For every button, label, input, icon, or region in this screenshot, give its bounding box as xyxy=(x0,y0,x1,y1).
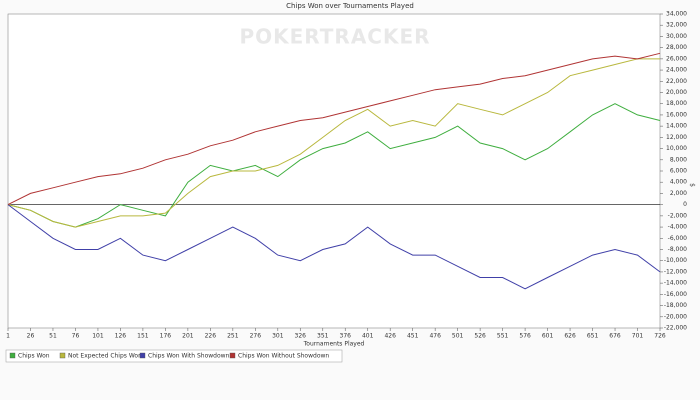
x-tick-label: 151 xyxy=(137,333,149,340)
y-tick-label: 0 xyxy=(683,201,687,208)
y-tick-label: -18,000 xyxy=(664,302,687,309)
y-tick-label: 14,000 xyxy=(666,123,687,130)
x-tick-label: 326 xyxy=(295,333,307,340)
legend-swatch xyxy=(229,352,236,359)
x-tick-label: 226 xyxy=(205,333,217,340)
x-tick-label: 351 xyxy=(317,333,329,340)
y-tick-label: -22,000 xyxy=(664,325,687,332)
x-tick-label: 501 xyxy=(452,333,464,340)
series-line xyxy=(7,58,660,228)
x-axis-label: Tournaments Played xyxy=(303,341,365,348)
x-tick-label: 551 xyxy=(497,333,509,340)
y-tick-label: -10,000 xyxy=(664,257,687,264)
series-line xyxy=(7,103,661,228)
legend-label: Chips Won With Showdown xyxy=(148,353,230,360)
x-tick-label: 251 xyxy=(227,333,239,340)
y-tick-label: -6,000 xyxy=(668,235,688,242)
y-tick-label: 10,000 xyxy=(666,145,687,152)
y-tick-label: 30,000 xyxy=(666,33,687,40)
x-tick-label: 676 xyxy=(609,333,621,340)
x-tick-label: 526 xyxy=(474,333,486,340)
x-tick-label: 51 xyxy=(49,333,57,340)
x-tick-label: 201 xyxy=(182,333,194,340)
watermark: POKERTRACKER xyxy=(239,25,430,49)
chart-title: Chips Won over Tournaments Played xyxy=(286,2,414,10)
y-tick-label: 18,000 xyxy=(666,100,687,107)
y-tick-label: 26,000 xyxy=(666,55,687,62)
y-tick-label: -8,000 xyxy=(668,246,688,253)
series-line xyxy=(7,52,661,206)
y-tick-label: 24,000 xyxy=(666,67,687,74)
x-tick-label: 1 xyxy=(6,333,10,340)
x-tick-label: 126 xyxy=(115,333,127,340)
x-tick-label: 601 xyxy=(542,333,554,340)
x-tick-label: 476 xyxy=(429,333,441,340)
y-tick-label: 12,000 xyxy=(666,134,687,141)
x-tick-label: 726 xyxy=(654,333,666,340)
y-tick-label: 4,000 xyxy=(670,179,687,186)
y-tick-label: -16,000 xyxy=(664,291,687,298)
y-tick-label: -20,000 xyxy=(664,313,687,320)
x-tick-label: 426 xyxy=(384,333,396,340)
x-tick-label: 76 xyxy=(72,333,80,340)
x-tick-label: 376 xyxy=(340,333,352,340)
y-tick-label: 8,000 xyxy=(670,156,687,163)
x-tick-label: 651 xyxy=(587,333,599,340)
x-tick-label: 626 xyxy=(564,333,576,340)
y-tick-label: -14,000 xyxy=(664,280,687,287)
x-tick-label: 101 xyxy=(92,333,104,340)
legend-label: Chips Won Without Showdown xyxy=(238,353,329,360)
y-tick-label: 28,000 xyxy=(666,44,687,51)
y-tick-label: -2,000 xyxy=(668,212,688,219)
series-line xyxy=(7,204,661,290)
y-tick-label: 20,000 xyxy=(666,89,687,96)
x-tick-label: 276 xyxy=(250,333,262,340)
y-tick-label: 2,000 xyxy=(670,190,687,197)
x-tick-label: 26 xyxy=(27,333,35,340)
x-tick-label: 576 xyxy=(519,333,531,340)
y-tick-label: 16,000 xyxy=(666,111,687,118)
legend-swatch xyxy=(59,352,66,359)
y-tick-label: 22,000 xyxy=(666,78,687,85)
legend-label: Not Expected Chips Won xyxy=(68,353,142,360)
x-tick-label: 701 xyxy=(632,333,644,340)
x-tick-label: 301 xyxy=(272,333,284,340)
legend-swatch xyxy=(139,352,146,359)
y-tick-label: 32,000 xyxy=(666,22,687,29)
legend-box xyxy=(5,349,343,363)
x-tick-label: 176 xyxy=(160,333,172,340)
legend-label: Chips Won xyxy=(18,353,50,360)
plot-area xyxy=(7,13,661,329)
x-tick-label: 451 xyxy=(407,333,419,340)
y-tick-label: 6,000 xyxy=(670,168,687,175)
x-tick-label: 401 xyxy=(362,333,374,340)
legend-swatch xyxy=(9,352,16,359)
y-tick-label: 34,000 xyxy=(666,11,687,18)
y-tick-label: -4,000 xyxy=(668,224,688,231)
y-axis-label: $ xyxy=(689,183,696,187)
y-tick-label: -12,000 xyxy=(664,268,687,275)
